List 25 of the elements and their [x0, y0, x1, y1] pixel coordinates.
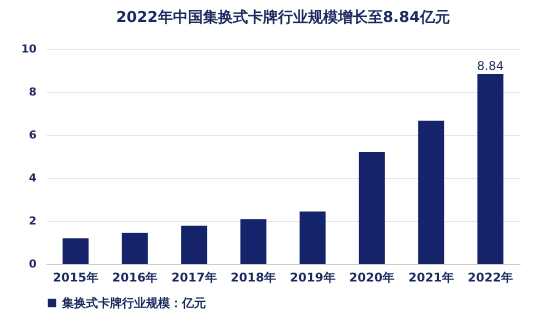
bar	[477, 74, 504, 264]
chart-title: 2022年中国集换式卡牌行业规模增长至8.84亿元	[116, 8, 450, 26]
y-tick-label: 10	[21, 42, 37, 56]
y-tick-label: 8	[28, 86, 36, 98]
bar	[418, 120, 444, 264]
y-tick-label: 0	[28, 258, 37, 270]
bar	[122, 232, 148, 264]
x-tick-label: 2017年	[171, 270, 217, 284]
x-tick-label: 2019年	[290, 270, 336, 284]
bar	[358, 152, 385, 264]
legend-label: 集换式卡牌行业规模：亿元	[61, 296, 206, 310]
data-label: 8.84	[477, 58, 504, 73]
x-tick-label: 2022年	[468, 270, 514, 284]
x-tick-label: 2016年	[112, 270, 158, 284]
bar	[300, 212, 326, 264]
y-tick-label: 6	[28, 128, 37, 142]
y-tick-label: 2	[28, 214, 36, 228]
x-tick-label: 2020年	[349, 270, 395, 284]
x-tick-label: 2021年	[408, 270, 454, 284]
bar	[240, 219, 266, 264]
x-tick-label: 2015年	[52, 270, 98, 284]
bar	[62, 238, 89, 264]
bar	[181, 226, 208, 264]
y-tick-label: 4	[28, 172, 37, 184]
x-tick-label: 2018年	[230, 270, 276, 284]
